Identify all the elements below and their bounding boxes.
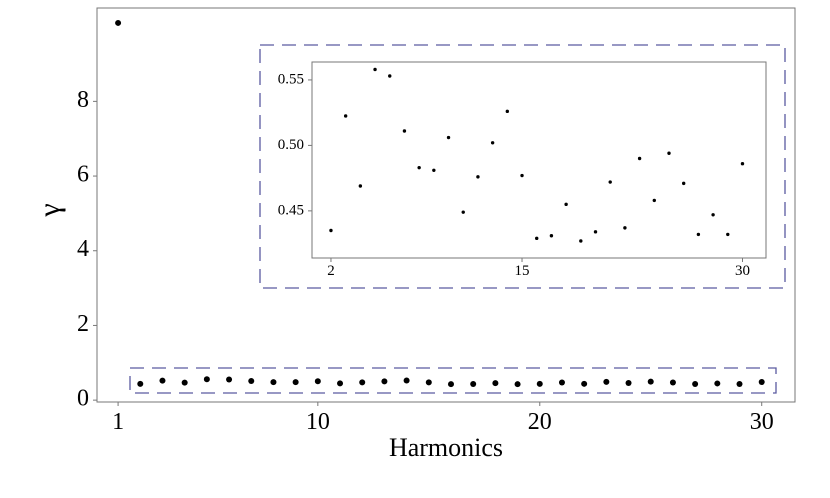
inset-data-point bbox=[608, 180, 612, 184]
inset-data-point bbox=[726, 232, 730, 237]
data-point bbox=[270, 379, 277, 386]
inset-data-point bbox=[446, 135, 451, 140]
inset-data-point bbox=[549, 234, 554, 238]
inset-data-point bbox=[343, 114, 348, 118]
inset-data-point bbox=[505, 109, 510, 114]
inset-data-point bbox=[417, 165, 421, 170]
y-tick-label: 0 bbox=[77, 386, 89, 412]
y-tick-label: 0.50 bbox=[278, 137, 304, 153]
y-tick-label: 4 bbox=[77, 236, 89, 262]
x-tick-label: 1 bbox=[112, 409, 124, 435]
y-axis-label: γ bbox=[33, 203, 66, 217]
data-point bbox=[470, 381, 477, 388]
data-point bbox=[558, 379, 565, 386]
data-point bbox=[248, 378, 255, 385]
data-point bbox=[625, 380, 632, 387]
data-point bbox=[603, 378, 610, 385]
inset-data-point bbox=[681, 181, 686, 186]
inset-data-point bbox=[461, 210, 465, 214]
inset-data-point bbox=[623, 226, 627, 230]
data-point bbox=[137, 380, 144, 387]
data-point bbox=[714, 380, 721, 387]
inset-data-point bbox=[535, 236, 539, 241]
data-point bbox=[669, 379, 676, 386]
data-point bbox=[425, 379, 432, 386]
data-point bbox=[181, 379, 188, 386]
data-point bbox=[514, 381, 521, 388]
x-tick-label: 30 bbox=[750, 409, 774, 435]
inset-data-point bbox=[740, 162, 745, 166]
inset-data-point bbox=[329, 228, 333, 233]
inset-data-point bbox=[358, 184, 363, 188]
y-tick-label: 6 bbox=[77, 162, 89, 188]
data-point bbox=[758, 378, 765, 385]
y-tick-label: 2 bbox=[77, 311, 89, 337]
inset-data-point bbox=[637, 156, 642, 161]
data-point bbox=[581, 380, 588, 387]
inset-data-point bbox=[696, 232, 701, 237]
x-tick-label: 10 bbox=[306, 409, 330, 435]
data-point bbox=[381, 378, 388, 385]
axes-frame bbox=[96, 7, 796, 403]
x-axis-label: Harmonics bbox=[389, 433, 503, 462]
inset-data-point bbox=[373, 67, 377, 72]
data-point bbox=[292, 379, 299, 386]
data-point bbox=[736, 380, 743, 387]
region-highlight bbox=[129, 367, 777, 394]
inset-data-point bbox=[388, 74, 392, 78]
inset-data-point bbox=[711, 213, 715, 217]
inset-data-point bbox=[652, 198, 657, 203]
inset-data-point bbox=[667, 151, 671, 155]
y-tick-label: 0.45 bbox=[278, 202, 304, 218]
data-point bbox=[536, 380, 543, 387]
x-tick-label: 2 bbox=[327, 263, 335, 279]
data-point bbox=[203, 376, 210, 383]
y-tick-label: 0.55 bbox=[278, 71, 304, 87]
x-tick-label: 30 bbox=[735, 263, 750, 279]
data-point bbox=[692, 380, 699, 387]
data-point bbox=[314, 378, 321, 385]
inset-data-point bbox=[432, 168, 436, 172]
inset-highlight bbox=[259, 44, 786, 289]
data-point bbox=[337, 380, 344, 387]
data-point bbox=[492, 380, 499, 387]
y-tick-label: 8 bbox=[77, 87, 89, 113]
inset-data-point bbox=[402, 129, 407, 133]
data-point bbox=[447, 381, 454, 388]
data-point bbox=[359, 379, 366, 386]
inset-data-point bbox=[564, 202, 568, 207]
x-tick-label: 15 bbox=[515, 263, 530, 279]
data-point bbox=[115, 19, 122, 26]
data-point bbox=[226, 376, 233, 383]
inset-data-point bbox=[476, 175, 480, 179]
inset-frame bbox=[311, 61, 767, 259]
inset-data-point bbox=[593, 230, 598, 234]
inset-data-point bbox=[520, 173, 524, 178]
inset-data-point bbox=[579, 239, 583, 243]
x-tick-label: 20 bbox=[528, 409, 552, 435]
data-point bbox=[159, 377, 166, 384]
data-point bbox=[647, 378, 654, 385]
inset-data-point bbox=[490, 141, 495, 145]
data-point bbox=[403, 377, 410, 384]
